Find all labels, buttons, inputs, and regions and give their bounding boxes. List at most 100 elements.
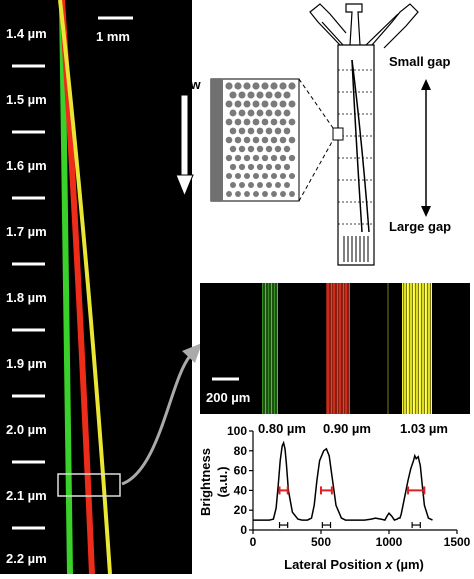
x-tick-label: 1000	[376, 535, 403, 549]
pillar	[261, 100, 269, 108]
size-label: 2.1 µm	[6, 488, 47, 503]
particle-trajectory	[351, 59, 363, 233]
left-scale-bar-label: 1 mm	[96, 29, 130, 44]
pillar	[256, 127, 264, 135]
peak-label: 0.90 µm	[323, 421, 371, 436]
pillar	[283, 91, 291, 99]
pillar	[225, 100, 233, 108]
pillar	[243, 100, 251, 108]
size-label: 1.6 µm	[6, 158, 47, 173]
y-axis-label-unit: (a.u.)	[215, 466, 230, 497]
yellow-band	[402, 283, 432, 414]
pillar	[270, 136, 278, 144]
pillar	[238, 163, 246, 171]
pillar	[252, 100, 260, 108]
pillar	[261, 82, 269, 90]
pillar	[252, 154, 260, 162]
pillar	[235, 191, 241, 197]
pillar	[279, 154, 287, 162]
pillar	[279, 172, 287, 180]
plot-area: 0 20 40 60 80 100 0 500 1000 1500	[227, 424, 471, 549]
pillar	[265, 181, 273, 189]
pillar	[238, 181, 246, 189]
pillar	[256, 163, 264, 171]
pillar	[288, 136, 296, 144]
x-tick-label: 0	[250, 535, 257, 549]
particle-trajectory	[351, 59, 370, 233]
pillar	[283, 109, 291, 117]
x-axis-label-var: x	[384, 557, 393, 572]
brightness-profile-line	[253, 440, 433, 522]
pillar	[274, 163, 282, 171]
size-labels: 1.4 µm 1.5 µm 1.6 µm 1.7 µm 1.8 µm 1.9 µ…	[6, 26, 47, 566]
pillar	[265, 163, 273, 171]
x-axis-label-text: Lateral Position	[284, 557, 385, 572]
pillar	[265, 109, 273, 117]
pillar	[225, 118, 233, 126]
pillar	[265, 127, 273, 135]
pillar	[288, 100, 296, 108]
pillar	[225, 82, 233, 90]
pillar	[243, 82, 251, 90]
pillar	[238, 91, 246, 99]
pillar	[274, 145, 282, 153]
pillar	[283, 181, 291, 189]
pillar	[226, 191, 232, 197]
zoom-arrow-head	[182, 343, 202, 363]
pillar	[288, 118, 296, 126]
pillar	[261, 118, 269, 126]
size-ticks	[12, 64, 45, 530]
green-particle-streak	[59, 0, 73, 575]
pillar	[288, 172, 296, 180]
pillar	[225, 136, 233, 144]
size-label: 1.8 µm	[6, 290, 47, 305]
pillar	[247, 127, 255, 135]
pillar	[270, 118, 278, 126]
pillar	[279, 118, 287, 126]
pillar	[279, 82, 287, 90]
pillar	[261, 136, 269, 144]
size-label: 1.4 µm	[6, 26, 47, 41]
y-axis-label: Brightness	[198, 448, 213, 516]
pillar	[229, 181, 237, 189]
inset-marker-box	[332, 127, 344, 141]
pillar	[238, 127, 246, 135]
y-tick-label: 40	[234, 483, 248, 497]
device-outline	[309, 3, 419, 266]
pillar	[229, 109, 237, 117]
y-tick-label: 60	[234, 464, 248, 478]
peak-label: 0.80 µm	[258, 421, 306, 436]
pillar	[243, 136, 251, 144]
gap-arrow	[421, 79, 431, 217]
pillar	[280, 191, 286, 197]
pillar	[234, 136, 242, 144]
y-tick-label: 20	[234, 503, 248, 517]
pillar	[270, 100, 278, 108]
pillar	[289, 191, 295, 197]
pillar	[234, 118, 242, 126]
dotted-section-lines	[338, 69, 374, 225]
pillar	[252, 82, 260, 90]
pillar-array	[225, 82, 296, 197]
size-label: 2.2 µm	[6, 551, 47, 566]
pillar	[256, 91, 264, 99]
pillar	[247, 181, 255, 189]
size-label: 2.0 µm	[6, 422, 47, 437]
red-band	[326, 283, 350, 414]
pillar	[270, 172, 278, 180]
pillar	[274, 91, 282, 99]
small-gap-label: Small gap	[389, 54, 450, 69]
pillar	[279, 100, 287, 108]
pillar	[225, 172, 233, 180]
pillar	[247, 145, 255, 153]
pillar	[256, 181, 264, 189]
x-tick-label: 500	[311, 535, 331, 549]
device-schematic: Flow	[171, 3, 451, 266]
large-gap-label: Large gap	[389, 219, 451, 234]
pillar	[234, 154, 242, 162]
pillar	[261, 172, 269, 180]
size-label: 1.9 µm	[6, 356, 47, 371]
pillar	[243, 118, 251, 126]
pillar	[256, 145, 264, 153]
size-label: 1.7 µm	[6, 224, 47, 239]
